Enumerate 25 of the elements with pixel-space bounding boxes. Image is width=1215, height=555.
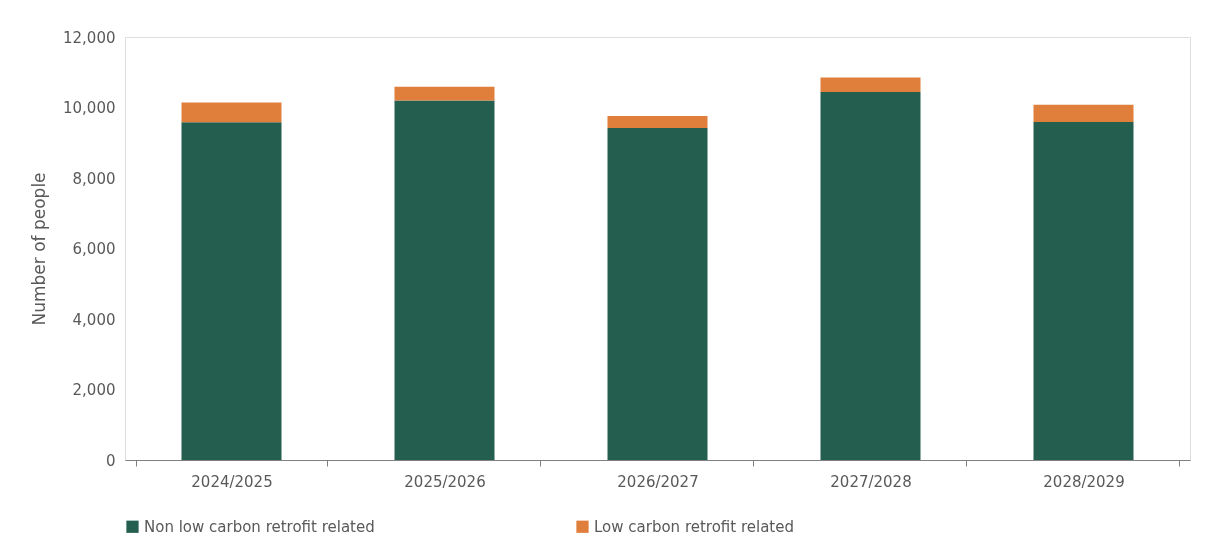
y-tick-label: 8,000 xyxy=(72,169,116,188)
bar xyxy=(394,86,495,101)
bar xyxy=(607,115,708,128)
x-tick-label: 2027/2028 xyxy=(830,472,912,491)
y-tick-label: 0 xyxy=(105,451,116,470)
x-tick-label: 2025/2026 xyxy=(404,472,486,491)
bar xyxy=(181,122,282,460)
y-tick-label: 4,000 xyxy=(72,310,116,329)
x-tick-label: 2026/2027 xyxy=(617,472,699,491)
bar xyxy=(820,91,921,460)
x-tick-label: 2028/2029 xyxy=(1043,472,1125,491)
y-tick-label: 6,000 xyxy=(72,240,116,258)
bar xyxy=(820,77,921,92)
bar xyxy=(394,100,495,460)
y-axis-title: Number of people xyxy=(29,172,50,326)
bar xyxy=(181,102,282,123)
y-tick-label: 12,000 xyxy=(63,28,116,47)
bar xyxy=(1033,104,1134,122)
y-tick-label: 2,000 xyxy=(72,381,116,399)
legend-label: Low carbon retrofit related xyxy=(594,517,795,536)
bar xyxy=(1033,121,1134,460)
y-tick-label: 10,000 xyxy=(63,99,116,117)
x-tick-label: 2024/2025 xyxy=(191,472,273,491)
bar xyxy=(607,127,708,460)
legend-label: Non low carbon retrofit related xyxy=(144,517,375,536)
